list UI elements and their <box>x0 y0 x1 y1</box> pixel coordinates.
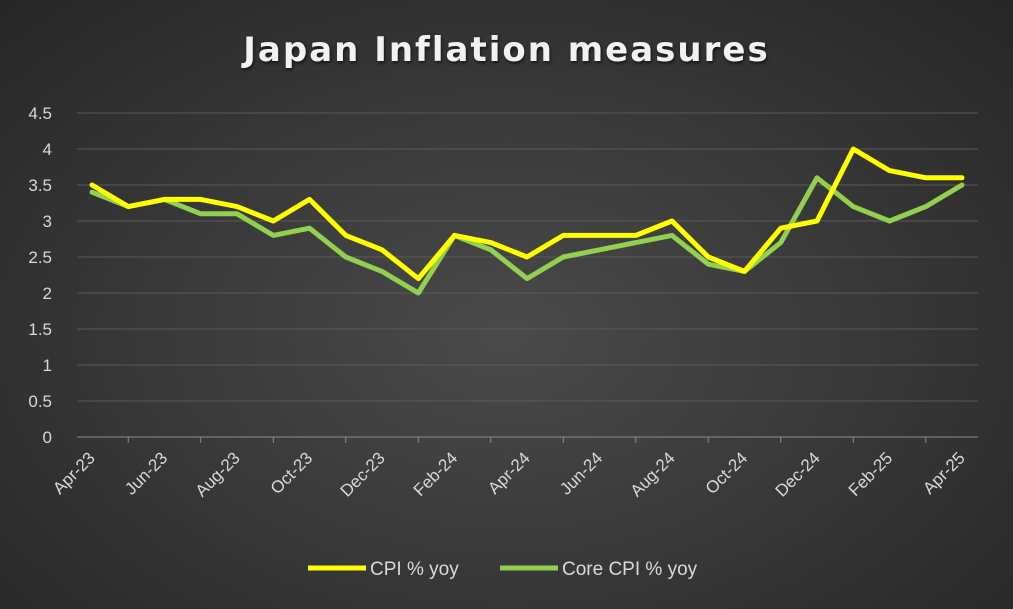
x-tick-label: Aug-24 <box>627 448 679 500</box>
x-tick-label: Aug-23 <box>192 448 244 500</box>
y-tick-label: 1 <box>43 356 52 375</box>
y-tick-label: 3.5 <box>28 176 52 195</box>
x-tick-label: Feb-24 <box>410 448 462 500</box>
series <box>89 146 965 296</box>
x-tick-label: Dec-24 <box>772 448 824 500</box>
x-tick-label: Oct-23 <box>267 448 317 498</box>
legend-label: CPI % yoy <box>370 559 459 580</box>
legend-label: Core CPI % yoy <box>562 559 698 580</box>
chart-title: Japan Inflation measures <box>243 30 770 70</box>
y-tick-label: 0 <box>43 428 52 447</box>
y-tick-label: 4 <box>43 140 52 159</box>
y-tick-label: 4.5 <box>28 104 52 123</box>
y-tick-label: 2.5 <box>28 248 52 267</box>
series-line-core-cpi <box>89 175 965 296</box>
x-tick-label: Apr-24 <box>484 448 534 498</box>
x-tick-label: Apr-25 <box>919 448 969 498</box>
x-tick-label: Jun-23 <box>121 448 171 498</box>
axes: 0 0.5 1 1.5 2 2.5 3 3.5 4 4.5 Apr-23 Jun-23 Aug-23 Oc… <box>28 104 978 501</box>
y-tick-label: 2 <box>43 284 52 303</box>
x-tick-label: Feb-25 <box>845 448 897 500</box>
x-tick-label: Dec-23 <box>337 448 389 500</box>
x-tick-label: Apr-23 <box>49 448 99 498</box>
x-tick-label: Jun-24 <box>556 448 606 498</box>
series-line-cpi <box>89 146 965 282</box>
y-tick-label: 0.5 <box>28 392 52 411</box>
y-tick-label: 3 <box>43 212 52 231</box>
legend: CPI % yoy Core CPI % yoy <box>308 559 698 580</box>
y-tick-label: 1.5 <box>28 320 52 339</box>
x-tick-label: Oct-24 <box>702 448 752 498</box>
